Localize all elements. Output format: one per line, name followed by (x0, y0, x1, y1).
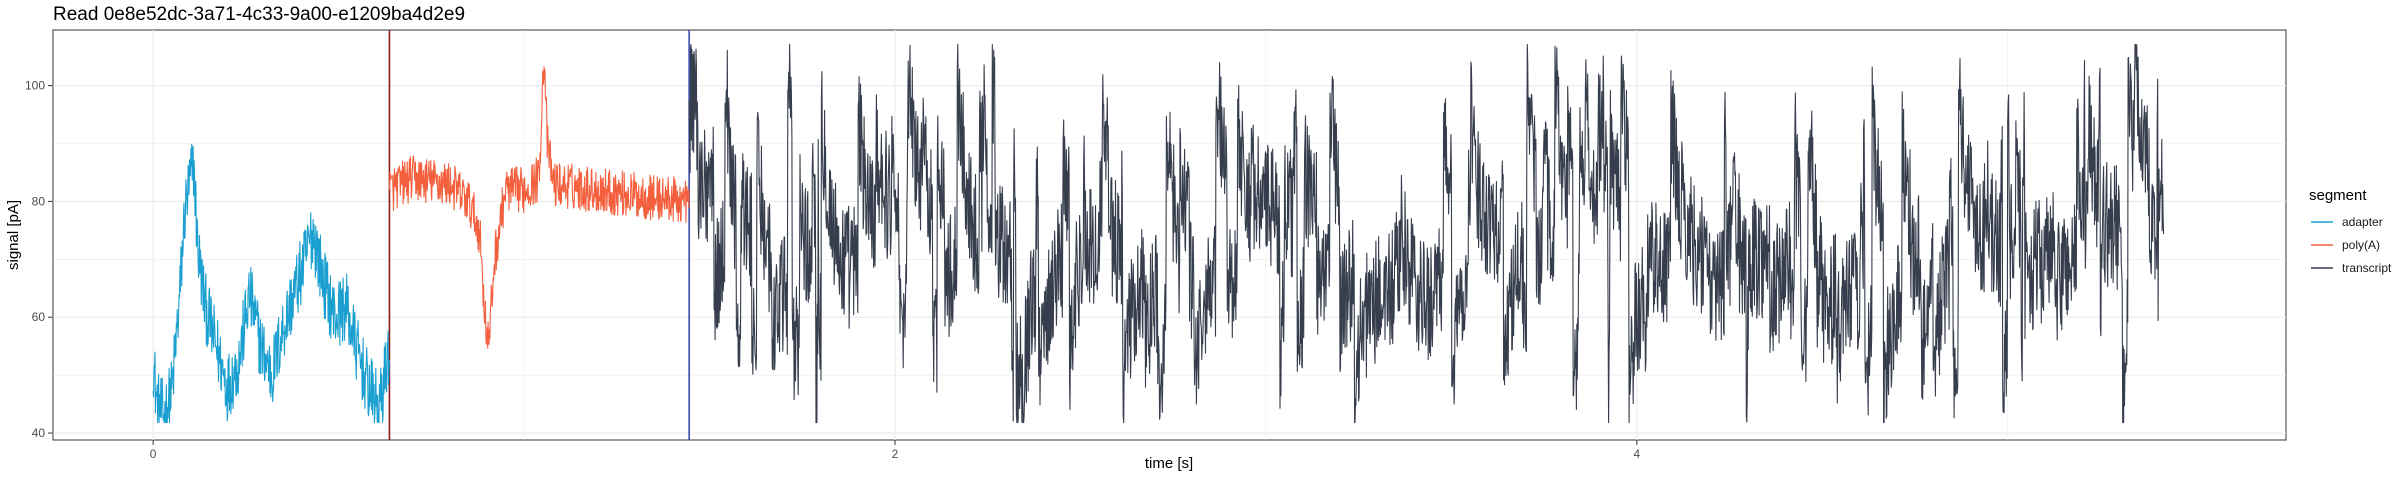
x-tick-label: 0 (150, 447, 157, 461)
grid-lines (53, 30, 2286, 440)
series-line-0 (152, 143, 390, 424)
y-tick-label: 80 (32, 194, 46, 208)
x-tick-label: 4 (1634, 447, 1641, 461)
axes: 0 2 4 40 60 80 100 (25, 79, 1641, 461)
x-tick-label: 2 (892, 447, 899, 461)
legend-label-1: poly(A) (2342, 238, 2380, 252)
series-line-1 (388, 66, 690, 349)
x-axis-title: time [s] (1145, 455, 1193, 472)
signal-traces (152, 43, 2165, 424)
legend: segment adapter poly(A) transcript (2309, 187, 2392, 275)
series-line-2 (688, 43, 2165, 424)
legend-label-2: transcript (2342, 261, 2392, 275)
legend-label-0: adapter (2342, 215, 2383, 229)
y-tick-label: 60 (32, 310, 46, 324)
y-tick-label: 100 (25, 79, 45, 93)
y-axis-title: signal [pA] (5, 200, 22, 270)
legend-title: segment (2309, 187, 2367, 204)
chart-title: Read 0e8e52dc-3a71-4c33-9a00-e1209ba4d2e… (53, 4, 465, 25)
y-tick-label: 40 (32, 426, 46, 440)
